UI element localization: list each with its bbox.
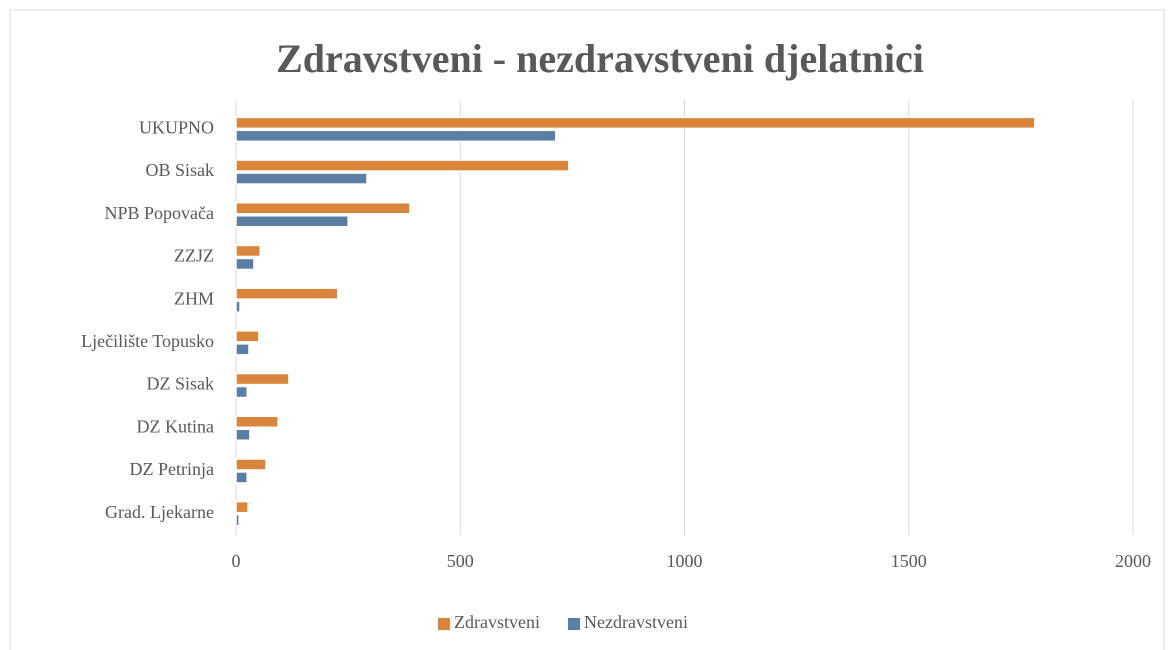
legend-label: Zdravstveni [454,612,540,632]
bar [235,415,279,428]
y-tick-label: OB Sisak [145,160,214,180]
bar [235,300,241,313]
bar [235,172,368,185]
bar [235,257,255,271]
y-tick-label: Lječilište Topusko [81,331,214,351]
bar [235,116,1036,130]
x-tick-label: 2000 [1115,551,1151,571]
y-tick-label: ZHM [174,288,214,308]
chart-title: Zdravstveni - nezdravstveni djelatnici [276,36,924,81]
bar [235,129,557,143]
bar [235,500,249,514]
bar [235,458,267,471]
y-tick-label: ZZJZ [174,246,214,266]
bar [235,159,570,172]
bar [235,471,248,484]
bar [235,343,250,356]
y-tick-label: DZ Kutina [137,416,214,436]
bar [235,202,411,215]
bar [235,372,290,386]
bar [235,385,248,399]
x-tick-label: 0 [232,551,241,571]
bar [235,244,261,258]
legend-label: Nezdravstveni [584,612,688,632]
bar [235,428,251,441]
legend-swatch [438,618,450,630]
x-tick-label: 500 [447,551,474,571]
x-tick-label: 1000 [667,551,703,571]
y-tick-label: NPB Popovača [105,203,215,223]
bar [235,287,339,300]
bar [235,330,260,343]
y-tick-label: UKUPNO [139,117,214,137]
y-tick-label: DZ Sisak [147,374,215,394]
y-tick-label: Grad. Ljekarne [105,502,214,522]
x-tick-label: 1500 [891,551,927,571]
y-tick-label: DZ Petrinja [130,459,214,479]
legend-swatch [567,618,580,630]
bar [235,513,240,527]
bar [235,215,349,228]
